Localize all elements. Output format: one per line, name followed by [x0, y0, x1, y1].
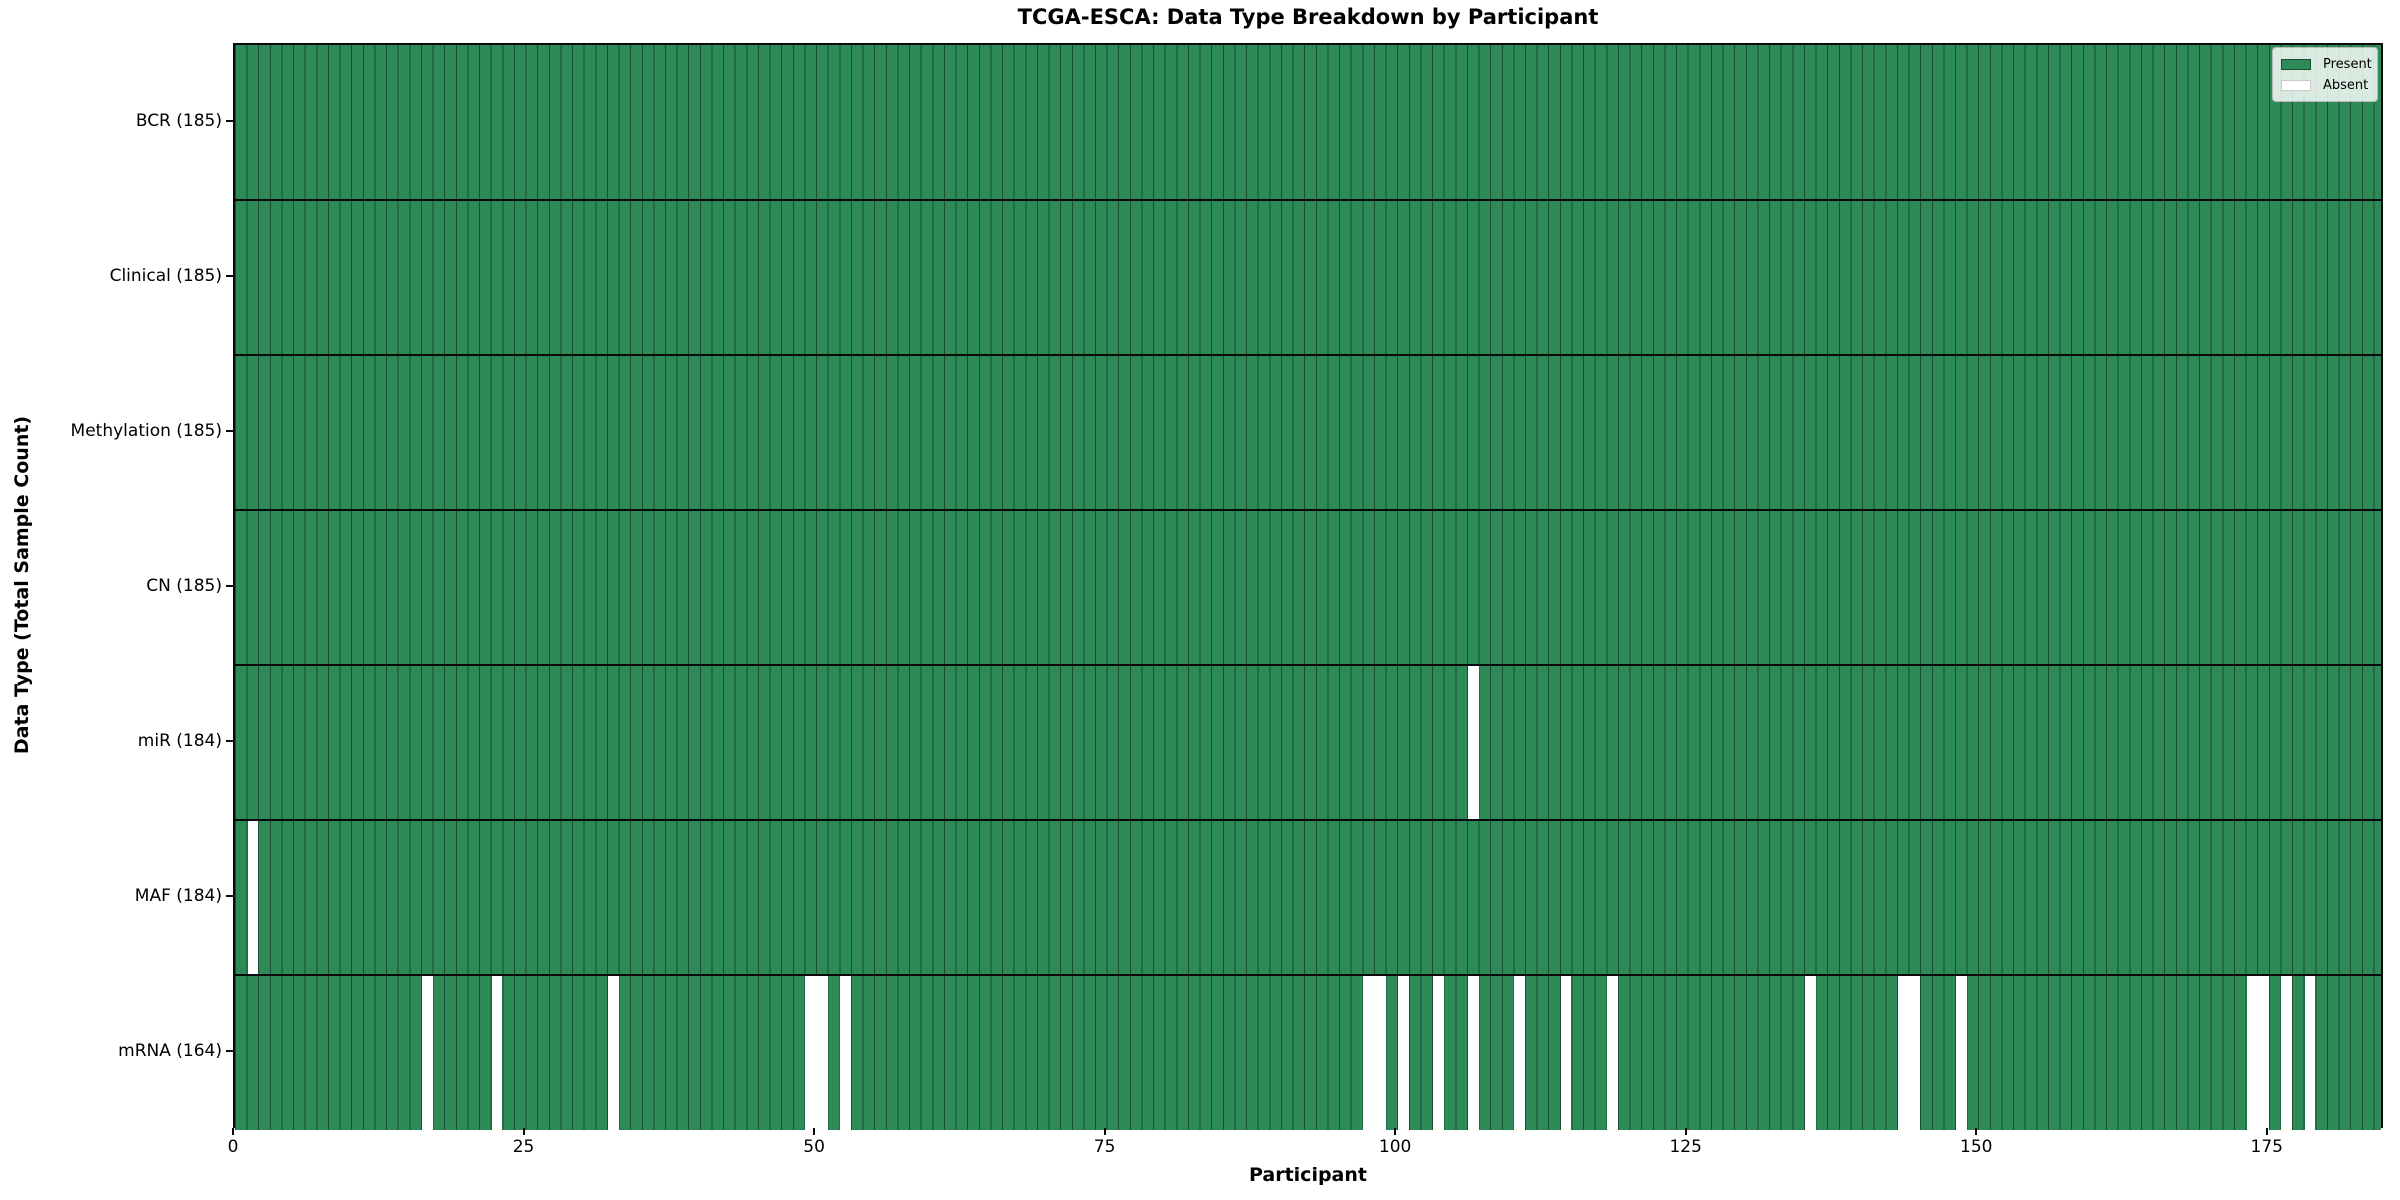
absent-cell	[1560, 975, 1572, 1130]
x-tick-mark	[522, 1128, 525, 1135]
legend: Present Absent	[2272, 47, 2378, 102]
x-tick-label: 0	[227, 1137, 239, 1157]
absent-cell	[1467, 975, 1479, 1130]
y-tick-label: Methylation (185)	[70, 420, 222, 441]
x-tick-label: 100	[1378, 1137, 1412, 1157]
legend-swatch-absent	[2281, 80, 2311, 91]
absent-cell	[421, 975, 433, 1130]
absent-cell	[247, 820, 259, 975]
row-separator	[235, 199, 2381, 201]
x-axis-label: Participant	[1248, 1164, 1367, 1186]
heatmap-row-methylation	[235, 355, 2381, 510]
x-tick-label: 150	[1960, 1137, 1993, 1157]
x-tick-label: 25	[512, 1137, 535, 1157]
y-tick-label: miR (184)	[137, 730, 222, 751]
y-tick-label: CN (185)	[146, 575, 222, 596]
x-tick-label: 75	[1093, 1137, 1116, 1157]
absent-cell	[607, 975, 619, 1130]
row-separator	[235, 509, 2381, 511]
y-tick-mark	[226, 274, 233, 277]
heatmap-row-mrna	[235, 975, 2381, 1130]
heatmap-row-mir	[235, 665, 2381, 820]
heatmap-row-clinical	[235, 200, 2381, 355]
absent-cell	[1398, 975, 1409, 1130]
absent-cell	[491, 975, 503, 1130]
legend-swatch-present	[2281, 59, 2311, 70]
y-tick-label: Clinical (185)	[109, 265, 222, 286]
chart-title: TCGA-ESCA: Data Type Breakdown by Partic…	[1017, 5, 1599, 29]
y-tick-label: BCR (185)	[135, 110, 222, 131]
x-tick-label: 50	[803, 1137, 825, 1157]
legend-label: Absent	[2323, 78, 2369, 93]
y-tick-mark	[226, 119, 233, 122]
absent-cell	[1956, 975, 1967, 1130]
plot-area	[233, 43, 2383, 1130]
absent-cell	[1433, 975, 1444, 1130]
y-tick-label: mRNA (164)	[118, 1040, 222, 1061]
x-tick-mark	[1103, 1128, 1106, 1135]
legend-item: Absent	[2281, 75, 2369, 96]
row-separator	[235, 354, 2381, 356]
absent-cell	[805, 975, 828, 1130]
y-tick-mark	[226, 739, 233, 742]
absent-cell	[1514, 975, 1525, 1130]
x-tick-mark	[1975, 1128, 1978, 1135]
row-separator	[235, 819, 2381, 821]
absent-cell	[1897, 975, 1921, 1130]
absent-cell	[2246, 975, 2269, 1130]
absent-cell	[1607, 975, 1618, 1130]
row-separator	[235, 664, 2381, 666]
absent-cell	[2281, 975, 2292, 1130]
absent-cell	[2304, 975, 2316, 1130]
heatmap-row-cn	[235, 510, 2381, 665]
absent-cell	[840, 975, 851, 1130]
y-tick-mark	[226, 429, 233, 432]
absent-cell	[1363, 975, 1386, 1130]
absent-cell	[1804, 975, 1816, 1130]
y-tick-mark	[226, 584, 233, 587]
x-tick-mark	[1394, 1128, 1397, 1135]
x-tick-label: 125	[1669, 1137, 1702, 1157]
x-tick-label: 175	[2250, 1137, 2283, 1157]
x-tick-mark	[2265, 1128, 2268, 1135]
x-tick-mark	[1684, 1128, 1687, 1135]
x-tick-mark	[232, 1128, 234, 1135]
y-tick-label: MAF (184)	[134, 885, 222, 906]
heatmap-row-bcr	[235, 45, 2381, 200]
legend-item: Present	[2281, 54, 2372, 75]
absent-cell	[1467, 665, 1479, 820]
heatmap-row-maf	[235, 820, 2381, 975]
y-tick-mark	[226, 894, 233, 897]
y-tick-mark	[226, 1049, 233, 1052]
x-tick-mark	[813, 1128, 816, 1135]
row-separator	[235, 974, 2381, 976]
legend-label: Present	[2323, 57, 2372, 72]
